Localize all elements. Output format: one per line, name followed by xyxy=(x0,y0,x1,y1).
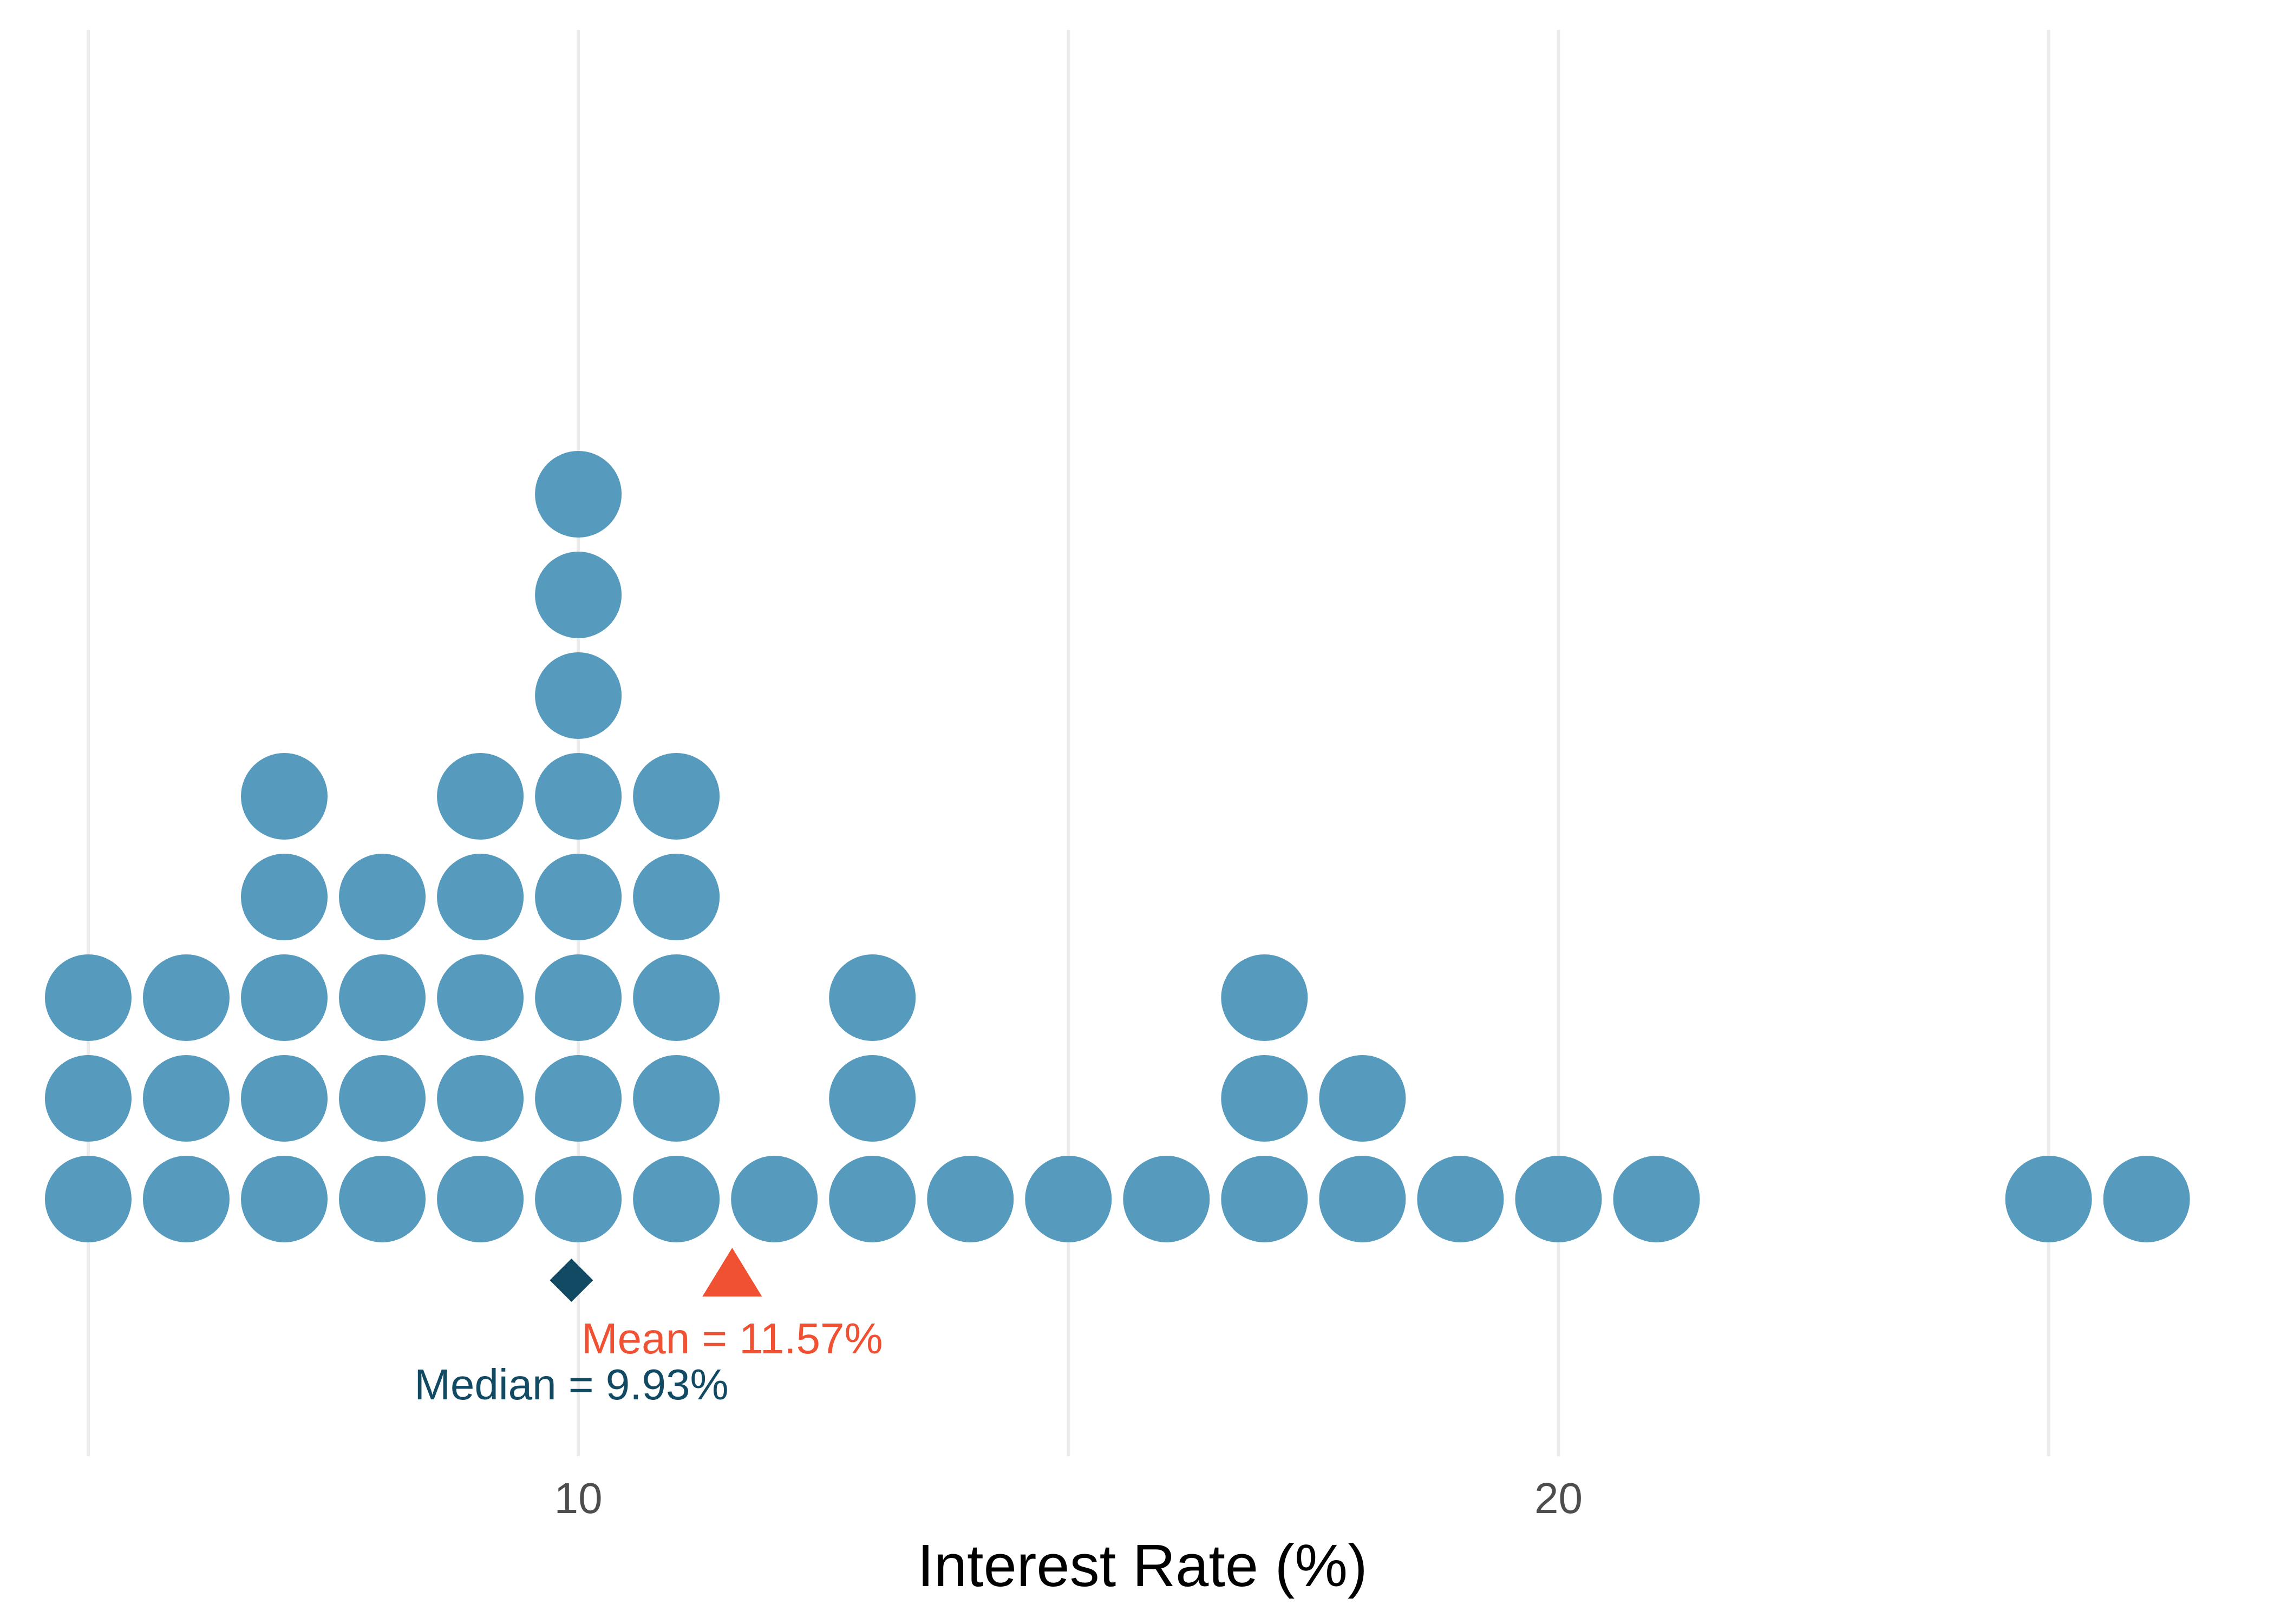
data-dot xyxy=(535,1055,622,1142)
data-dot xyxy=(241,1055,328,1142)
data-dot xyxy=(1123,1156,1210,1242)
data-dot xyxy=(1221,954,1308,1041)
data-dot xyxy=(731,1156,818,1242)
data-dot xyxy=(535,552,622,638)
dot-stacks xyxy=(44,451,2190,1242)
data-dot xyxy=(142,954,230,1041)
data-dot xyxy=(241,1156,328,1242)
data-dot xyxy=(44,954,132,1041)
data-dot xyxy=(339,954,426,1041)
data-dot xyxy=(535,1156,622,1242)
data-dot xyxy=(2103,1156,2190,1242)
summary-markers: Mean = 11.57% Median = 9.93% xyxy=(414,1248,883,1409)
data-dot xyxy=(535,753,622,840)
data-dot xyxy=(437,1055,524,1142)
data-dot xyxy=(1319,1156,1406,1242)
data-dot xyxy=(1221,1156,1308,1242)
data-dot xyxy=(633,1156,720,1242)
median-annotation: Median = 9.93% xyxy=(414,1360,728,1409)
data-dot xyxy=(1417,1156,1504,1242)
data-dot xyxy=(1221,1055,1308,1142)
data-dot xyxy=(927,1156,1014,1242)
data-dot xyxy=(241,753,328,840)
data-dot xyxy=(1025,1156,1112,1242)
data-dot xyxy=(535,954,622,1041)
data-dot xyxy=(241,954,328,1041)
data-dot xyxy=(437,753,524,840)
data-dot xyxy=(829,954,916,1041)
data-dot xyxy=(2005,1156,2092,1242)
data-dot xyxy=(241,854,328,940)
data-dot xyxy=(339,1156,426,1242)
data-dot xyxy=(437,854,524,940)
x-axis-ticks: 10 20 xyxy=(554,1474,1583,1522)
x-tick-label: 20 xyxy=(1534,1474,1583,1522)
data-dot xyxy=(44,1055,132,1142)
data-dot xyxy=(829,1055,916,1142)
data-dot xyxy=(142,1055,230,1142)
median-diamond-marker xyxy=(550,1259,593,1302)
data-dot xyxy=(1319,1055,1406,1142)
data-dot xyxy=(339,1055,426,1142)
data-dot xyxy=(633,1055,720,1142)
data-dot xyxy=(437,954,524,1041)
data-dot xyxy=(1515,1156,1602,1242)
data-dot xyxy=(339,854,426,940)
data-dot xyxy=(437,1156,524,1242)
data-dot xyxy=(535,451,622,538)
data-dot xyxy=(535,652,622,739)
data-dot xyxy=(633,954,720,1041)
data-dot xyxy=(142,1156,230,1242)
data-dot xyxy=(633,753,720,840)
data-dot xyxy=(829,1156,916,1242)
data-dot xyxy=(44,1156,132,1242)
data-dot xyxy=(1613,1156,1700,1242)
x-axis-title: Interest Rate (%) xyxy=(917,1533,1367,1599)
data-dot xyxy=(633,854,720,940)
x-tick-label: 10 xyxy=(554,1474,603,1522)
mean-triangle-marker xyxy=(702,1248,762,1296)
mean-annotation: Mean = 11.57% xyxy=(581,1314,883,1363)
data-dot xyxy=(535,854,622,940)
